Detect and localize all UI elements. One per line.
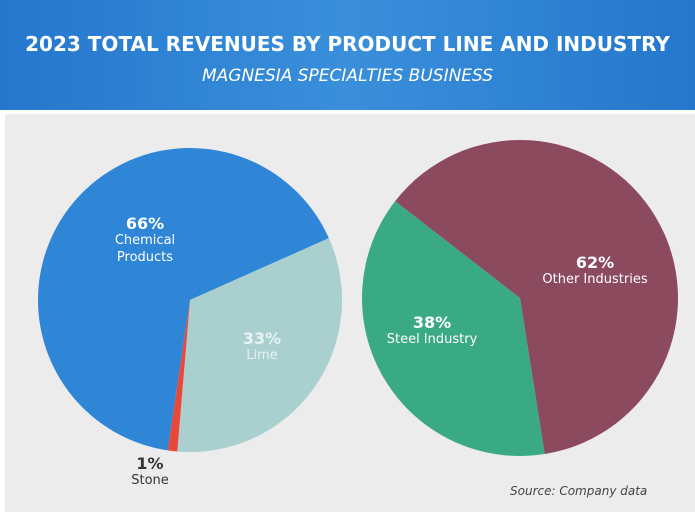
value-label: 38% <box>412 313 452 332</box>
value-label: 62% <box>575 253 615 272</box>
value-label: 1% <box>136 454 164 473</box>
pie-slice <box>395 140 679 455</box>
slice-label: 1% Stone <box>95 455 205 489</box>
value-label: 66% <box>125 214 165 233</box>
subtitle: MAGNESIA SPECIALTIES BUSINESS <box>201 66 494 86</box>
category-label: Steel Industry <box>386 332 478 347</box>
header: 2023 TOTAL REVENUES BY PRODUCT LINE AND … <box>0 0 695 110</box>
pie-slice <box>167 300 190 452</box>
pie-slice <box>177 238 343 452</box>
slice-label: 38% Steel Industry <box>377 314 487 348</box>
category-label: Other Industries <box>542 272 648 287</box>
category-label: Stone <box>131 473 169 488</box>
slice-label: 33% Lime <box>207 330 317 364</box>
title: 2023 TOTAL REVENUES BY PRODUCT LINE AND … <box>25 32 670 56</box>
pie-slice <box>362 201 545 456</box>
pie-slice <box>38 147 329 451</box>
value-label: 33% <box>242 329 282 348</box>
source: Source: Company data <box>510 484 648 498</box>
category-label: Chemical Products <box>114 233 176 265</box>
category-label: Lime <box>246 348 278 363</box>
slice-label: 62% Other Industries <box>540 254 650 288</box>
slice-label: 66% Chemical Products <box>90 215 200 266</box>
